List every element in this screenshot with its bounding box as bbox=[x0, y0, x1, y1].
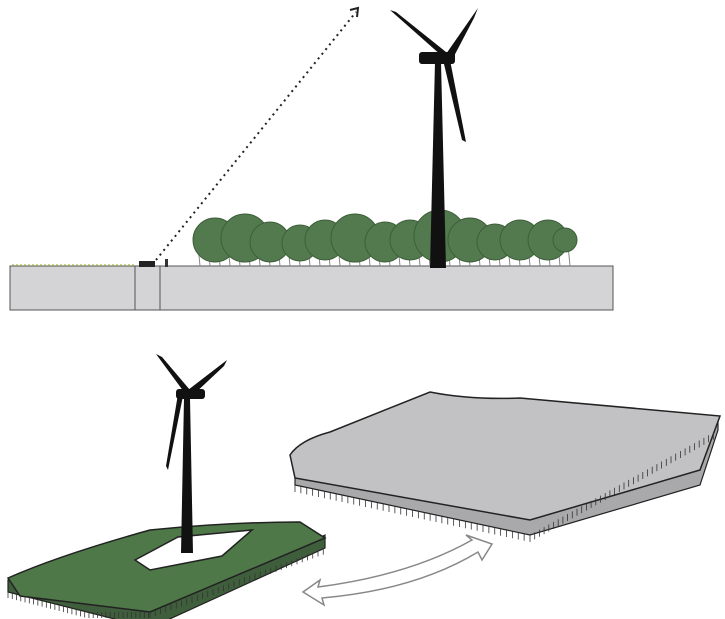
slab-top bbox=[289, 391, 722, 521]
turbine-tower bbox=[430, 62, 446, 268]
turbine-blade bbox=[156, 354, 190, 392]
sight-line bbox=[155, 11, 357, 261]
turbine-tower bbox=[181, 398, 193, 553]
tree-row bbox=[192, 209, 578, 267]
turbine-nacelle bbox=[419, 52, 455, 64]
turbine-blade bbox=[166, 394, 183, 470]
slab-roots bbox=[294, 432, 714, 542]
turbine-blade bbox=[444, 60, 466, 142]
turbine-blade bbox=[188, 360, 227, 396]
ground-section bbox=[9, 265, 614, 311]
exchange-arrow bbox=[301, 534, 494, 607]
tree-crown bbox=[552, 227, 578, 253]
turbine-blade bbox=[390, 10, 446, 56]
person bbox=[165, 259, 168, 267]
sight-arrowhead bbox=[349, 6, 360, 18]
field-roots bbox=[7, 548, 324, 618]
field-top bbox=[6, 521, 327, 613]
turbine-blade bbox=[446, 8, 478, 60]
vehicle bbox=[139, 261, 155, 267]
turbine-nacelle bbox=[176, 389, 205, 399]
